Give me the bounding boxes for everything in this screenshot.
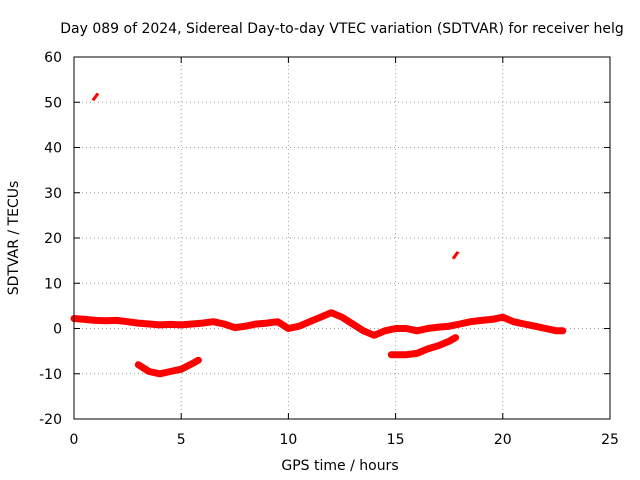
series-line [70, 309, 567, 339]
y-tick-label: 20 [44, 231, 62, 247]
axis-ticks [73, 56, 611, 420]
y-tick-label: -10 [39, 367, 62, 383]
y-tick-label: 0 [53, 322, 62, 338]
series-line [387, 334, 460, 359]
grid [74, 57, 610, 419]
y-tick-label: 40 [44, 141, 62, 157]
x-tick-label: 15 [387, 432, 405, 448]
y-tick-label: 30 [44, 186, 62, 202]
y-tick-label: 10 [44, 276, 62, 292]
x-tick-label: 5 [177, 432, 186, 448]
series-group [70, 92, 567, 378]
y-tick-label: 60 [44, 50, 62, 66]
outlier-point [451, 251, 460, 260]
y-axis-title: SDTVAR / TECUs [6, 181, 22, 296]
x-tick-label: 10 [279, 432, 297, 448]
chart-title: Day 089 of 2024, Sidereal Day-to-day VTE… [60, 21, 623, 37]
x-tick-label: 25 [601, 432, 619, 448]
series-line [134, 356, 202, 378]
outlier-point [91, 92, 100, 101]
y-tick-label: -20 [39, 412, 62, 428]
y-tick-label: 50 [44, 95, 62, 111]
x-axis-title: GPS time / hours [281, 458, 398, 474]
tick-labels: 0 5 10 15 20 25 -20 -10 0 10 20 30 40 50 60 [39, 50, 619, 448]
x-tick-label: 20 [494, 432, 512, 448]
x-tick-label: 0 [70, 432, 79, 448]
